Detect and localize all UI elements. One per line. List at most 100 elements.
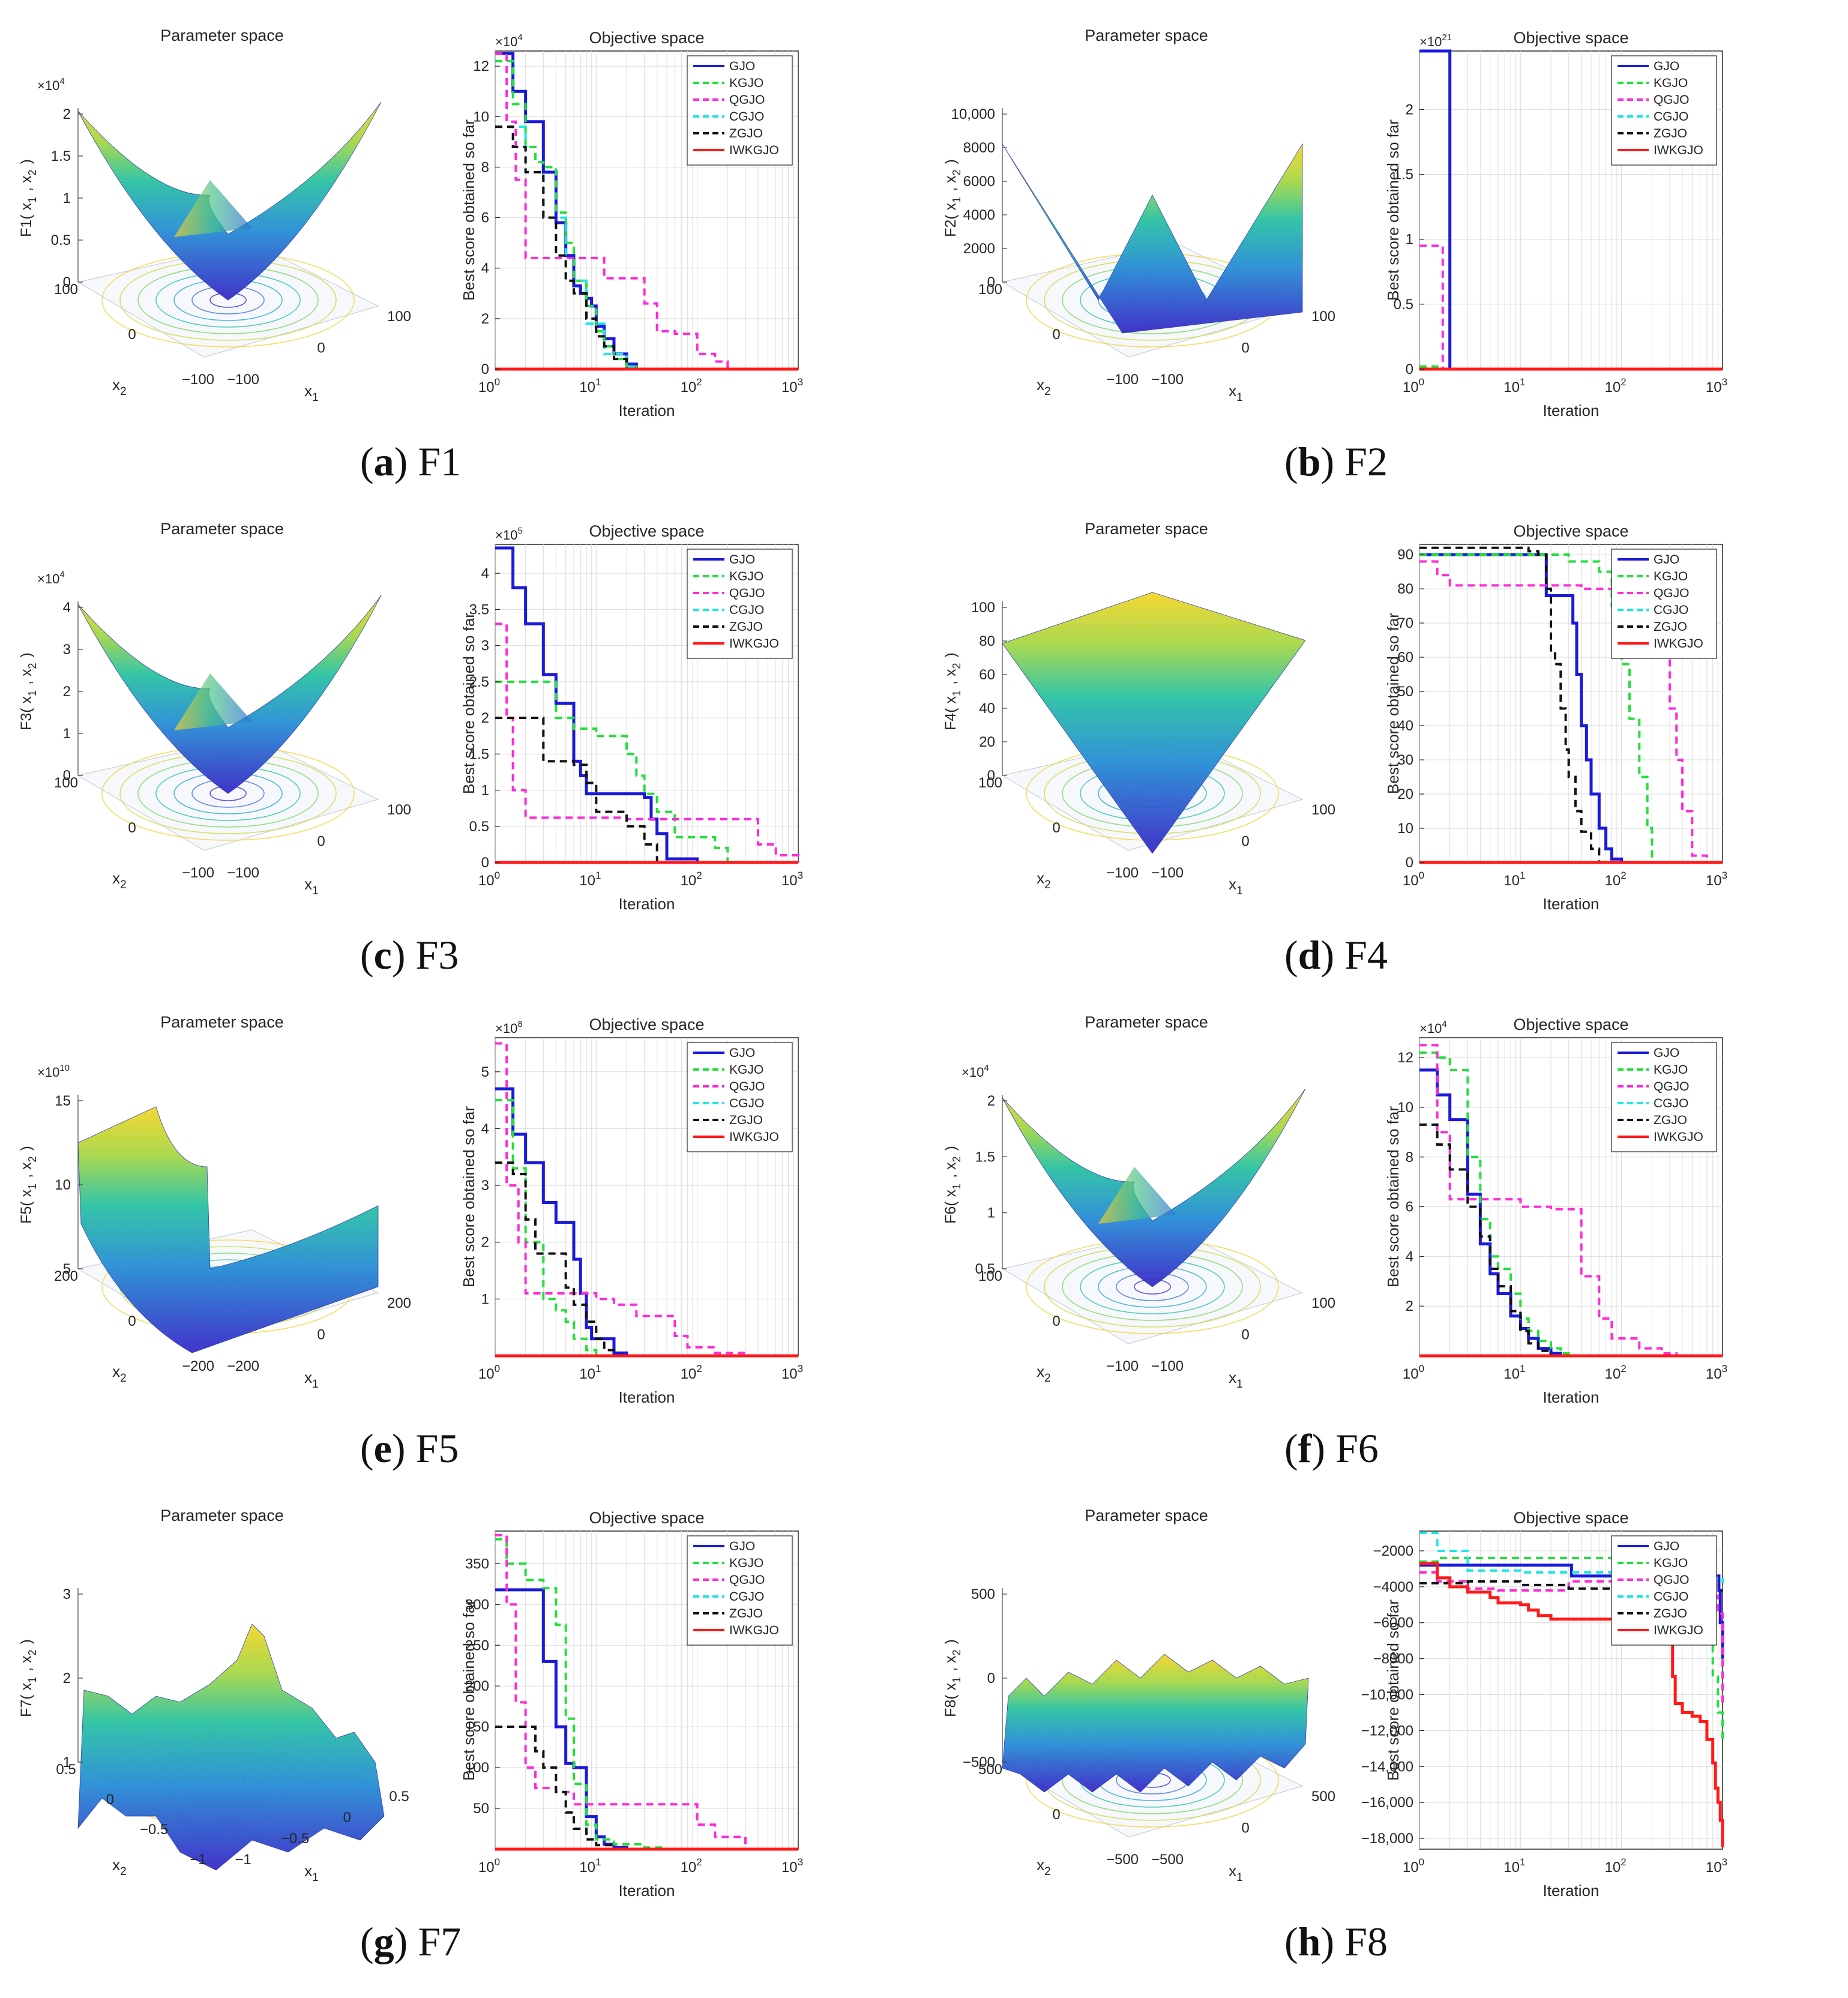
series-line-ZGJO bbox=[1419, 1580, 1723, 1592]
caption-function: F3 bbox=[415, 932, 459, 978]
x-tick-label: 101 bbox=[579, 870, 601, 889]
panel-svg: Parameter space 0.5 1 1.5 2 ×104 F6( x1 , x2 )… bbox=[942, 1013, 1727, 1406]
series-line-GJO bbox=[1419, 1563, 1724, 1659]
z-exponent: ×1010 bbox=[37, 1063, 70, 1080]
x-tick-label: 102 bbox=[1605, 376, 1627, 396]
surface-plot-b: Parameter space 0 2000 4000 6000 8000 10,000 F2… bbox=[942, 26, 1335, 404]
y-tick-label: 300 bbox=[465, 1596, 489, 1613]
y-tick-label: 3 bbox=[481, 1178, 489, 1194]
caption-function: F4 bbox=[1344, 932, 1388, 978]
surface-mesh bbox=[77, 101, 382, 301]
legend-label-QGJO: QGJO bbox=[729, 1573, 765, 1587]
y-tick-label: 4 bbox=[481, 260, 489, 277]
panel-caption: (a) F1 bbox=[360, 439, 462, 484]
y-tick-label: 4 bbox=[481, 565, 489, 582]
y-tick-label: −8000 bbox=[1373, 1651, 1413, 1667]
x2-axis-label: x2 bbox=[1037, 376, 1052, 398]
x2-tick-label: −100 bbox=[1106, 865, 1139, 881]
x1-tick-label: −1 bbox=[235, 1852, 251, 1868]
z-axis-label: F5( x1 , x2 ) bbox=[18, 1146, 38, 1224]
y-tick-label: 5 bbox=[481, 1064, 489, 1080]
x1-tick-label: 0 bbox=[1241, 340, 1249, 357]
x1-tick-label: 0 bbox=[1241, 834, 1249, 850]
series-line-QGJO bbox=[1419, 244, 1723, 370]
surface-plot-h: Parameter space −500 0 500 F8( x1 , x2 ) −500… bbox=[942, 1506, 1335, 1884]
x2-tick-label: 0 bbox=[106, 1792, 114, 1808]
x2-tick-label: 200 bbox=[54, 1268, 78, 1284]
x2-tick-label: −0.5 bbox=[140, 1822, 168, 1838]
z-axis-label: F7( x1 , x2 ) bbox=[18, 1639, 38, 1717]
surface-mesh bbox=[1002, 1653, 1309, 1793]
z-axis-label: F1( x1 , x2 ) bbox=[18, 159, 38, 237]
x-tick-label: 102 bbox=[1605, 870, 1627, 889]
x2-tick-label: 0 bbox=[1052, 1313, 1060, 1329]
series-line-KGJO bbox=[495, 680, 729, 862]
panel-f: Parameter space 0.5 1 1.5 2 ×104 F6( x1 , x2 )… bbox=[924, 987, 1837, 1479]
legend: GJO KGJO QGJO CGJO ZGJO IWKGJO bbox=[687, 1042, 793, 1152]
caption-letter: h bbox=[1298, 1919, 1321, 1964]
x1-axis-label: x1 bbox=[304, 382, 320, 404]
panel-caption: (e) F5 bbox=[360, 1425, 459, 1471]
y-tick-label: 40 bbox=[1397, 718, 1413, 734]
y-tick-label: 1.5 bbox=[1394, 167, 1413, 183]
x-axis-label: Iteration bbox=[1543, 895, 1600, 913]
legend-label-GJO: GJO bbox=[1654, 553, 1679, 567]
panel-e: Parameter space 5 10 15 ×1010 F5( x1 , x2 ) −2… bbox=[0, 987, 912, 1479]
x2-tick-label: 0 bbox=[128, 820, 136, 836]
objective-title: Objective space bbox=[1513, 522, 1628, 540]
y-tick-label: 10 bbox=[1397, 820, 1413, 837]
series-line-KGJO bbox=[495, 1099, 598, 1356]
y-tick-label: 70 bbox=[1397, 615, 1413, 631]
series-line-KGJO bbox=[1419, 1556, 1724, 1742]
caption-letter: f bbox=[1298, 1425, 1312, 1471]
x2-tick-label: 0 bbox=[1052, 326, 1060, 343]
x-tick-label: 103 bbox=[1706, 870, 1727, 889]
legend: GJO KGJO QGJO CGJO ZGJO IWKGJO bbox=[1611, 1535, 1717, 1646]
y-axis-label: Best score obtained so far bbox=[460, 119, 478, 301]
legend-label-ZGJO: ZGJO bbox=[729, 1113, 763, 1127]
surface-title: Parameter space bbox=[160, 26, 284, 44]
z-tick-label: 10 bbox=[55, 1177, 71, 1193]
x-tick-label: 103 bbox=[781, 1856, 803, 1876]
y-axis-label: Best score obtained so far bbox=[1384, 119, 1402, 301]
panel-svg: Parameter space0200040006000800010,000F2… bbox=[942, 26, 1727, 420]
y-tick-label: 150 bbox=[465, 1719, 489, 1735]
legend-label-ZGJO: ZGJO bbox=[1654, 127, 1687, 140]
y-tick-label: −12,000 bbox=[1361, 1723, 1413, 1739]
x2-tick-label: 0 bbox=[1052, 820, 1060, 836]
x1-tick-label: −100 bbox=[227, 372, 259, 388]
panel-caption: (f) F6 bbox=[1284, 1425, 1379, 1471]
z-axis-label: F4( x1 , x2 ) bbox=[942, 652, 963, 730]
surface-plot-d: Parameter space 0 20 40 60 80 100 F4( x1 , x2 )… bbox=[942, 520, 1335, 897]
legend-label-KGJO: KGJO bbox=[1654, 76, 1688, 90]
x1-tick-label: 200 bbox=[387, 1295, 411, 1311]
panel-svg: Parameter space −500 0 500 F8( x1 , x2 ) −500… bbox=[942, 1506, 1727, 1900]
legend: GJO KGJO QGJO CGJO ZGJO IWKGJO bbox=[1611, 1042, 1717, 1152]
series-line-QGJO bbox=[1419, 1571, 1724, 1704]
surface-title: Parameter space bbox=[1085, 520, 1208, 538]
z-tick-label: 1 bbox=[63, 190, 71, 206]
convergence-plot-b: 0 0.5 1 1.5 2 100 101 102 103 ×1021 Objective spac… bbox=[1384, 29, 1727, 420]
legend-label-QGJO: QGJO bbox=[729, 1080, 765, 1094]
x1-tick-label: 0 bbox=[1241, 1327, 1249, 1343]
y-axis-label: Best score obtained so far bbox=[460, 613, 478, 794]
surface-plot-f: Parameter space 0.5 1 1.5 2 ×104 F6( x1 , x2 )… bbox=[942, 1013, 1335, 1391]
legend-label-QGJO: QGJO bbox=[729, 93, 765, 107]
x1-tick-label: 100 bbox=[1311, 308, 1335, 325]
x1-axis-label: x1 bbox=[1229, 1862, 1244, 1884]
legend-label-QGJO: QGJO bbox=[1654, 93, 1690, 107]
legend-label-KGJO: KGJO bbox=[729, 76, 763, 90]
z-axis-label: F6( x1 , x2 ) bbox=[942, 1146, 963, 1224]
y-tick-label: 1.5 bbox=[469, 746, 489, 762]
objective-title: Objective space bbox=[1513, 29, 1628, 47]
series-group bbox=[1419, 1044, 1723, 1358]
panel-caption: (g) F7 bbox=[360, 1919, 462, 1964]
x-axis-label: Iteration bbox=[1543, 1882, 1600, 1900]
z-tick-label: 2 bbox=[987, 1093, 995, 1109]
x1-axis-label: x1 bbox=[1229, 875, 1244, 897]
surface-mesh bbox=[77, 1623, 385, 1871]
x-axis-label: Iteration bbox=[619, 1388, 675, 1406]
y-tick-label: 1 bbox=[481, 783, 489, 799]
y-tick-label: 2.5 bbox=[469, 674, 489, 690]
